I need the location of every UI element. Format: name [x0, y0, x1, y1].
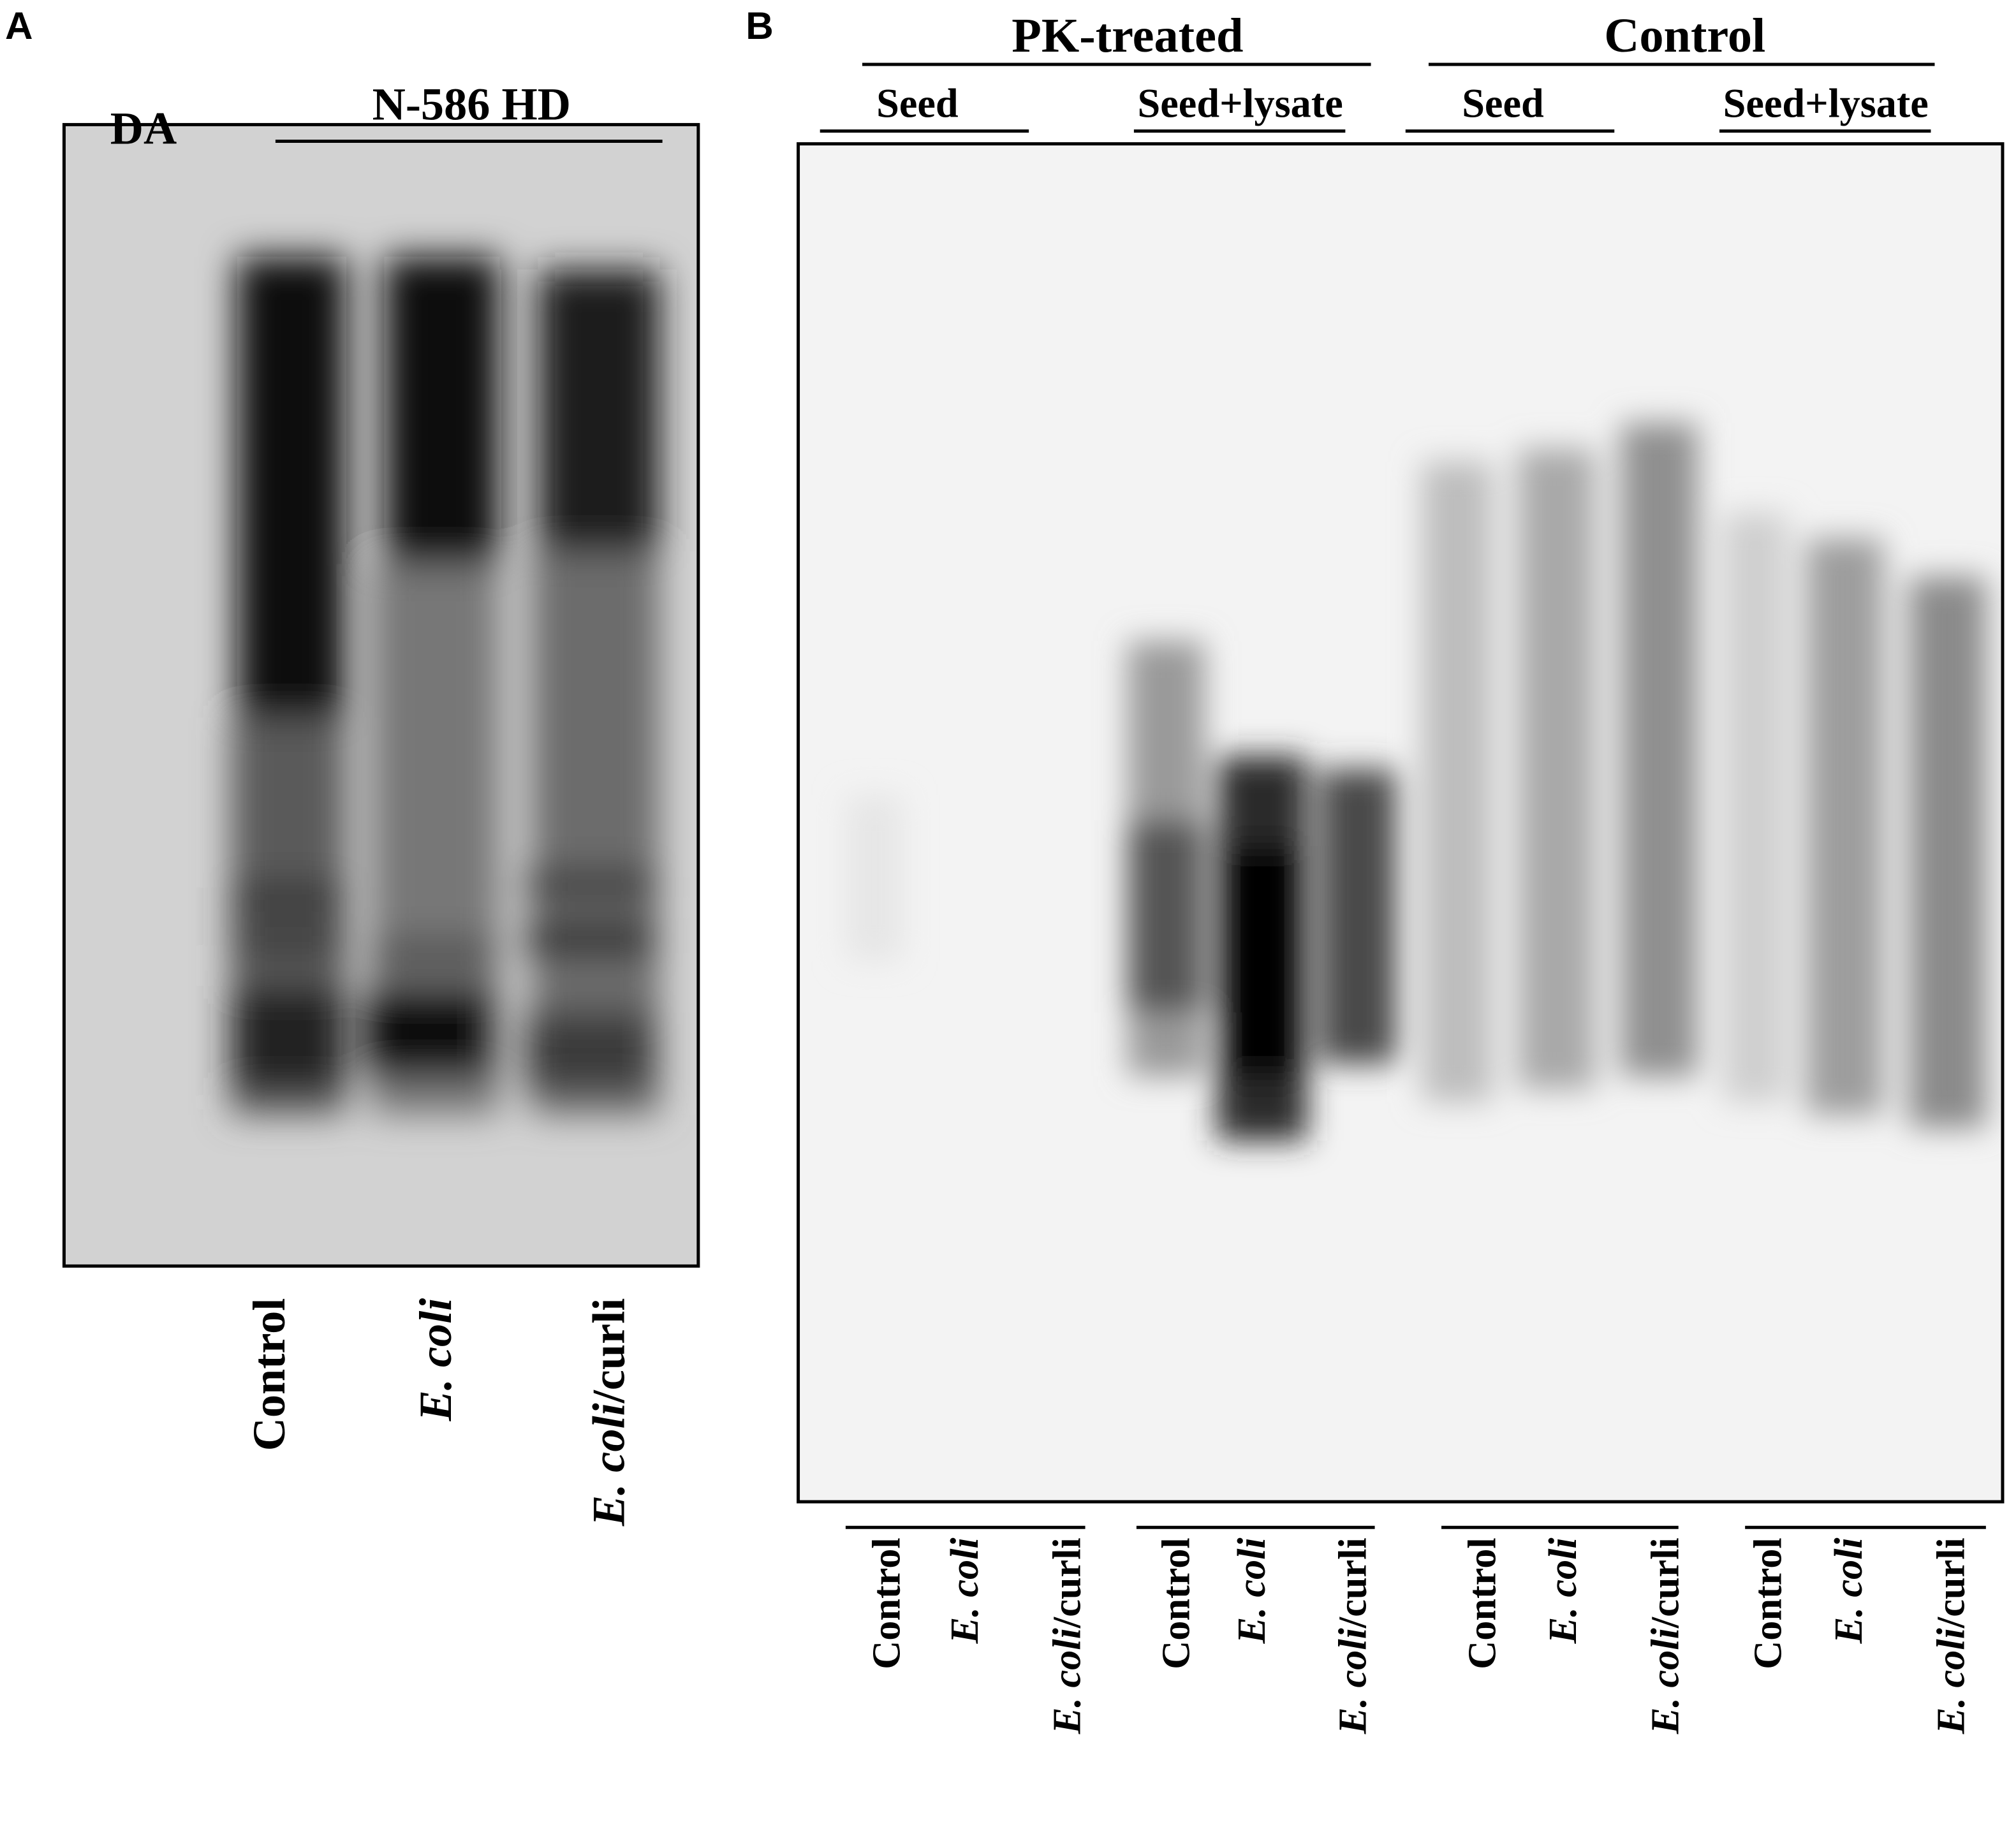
- label-segment: E. coli: [583, 1403, 634, 1527]
- group-title: Control: [1604, 8, 1765, 62]
- label-segment: Control: [1154, 1537, 1198, 1669]
- lane-label: E. coli: [1542, 1537, 1585, 1645]
- label-segment: E. coli: [410, 1298, 461, 1422]
- blot-b: [797, 142, 2005, 1504]
- label-segment: E. coli: [1930, 1627, 1973, 1734]
- label-segment: /curli: [1332, 1537, 1375, 1629]
- label-segment: E. coli: [1542, 1537, 1585, 1645]
- panel-letter: B: [746, 4, 774, 47]
- subgroup-title: Seed: [876, 80, 959, 126]
- subgroup-title: Seed+lysate: [1723, 80, 1929, 126]
- lane-label: Control: [1154, 1537, 1198, 1669]
- subgroup-title: Seed+lysate: [1138, 80, 1343, 126]
- label-segment: Control: [244, 1298, 295, 1451]
- lane-label: E. coli: [410, 1298, 461, 1422]
- lane-label: E. coli/curli: [1930, 1537, 1973, 1734]
- lane-label: E. coli/curli: [1644, 1537, 1688, 1734]
- group-label: N-586 HD: [372, 78, 571, 129]
- panel-letter: A: [5, 4, 33, 47]
- label-segment: /curli: [583, 1298, 634, 1404]
- label-segment: Control: [865, 1537, 908, 1669]
- group-title: PK-treated: [1012, 8, 1243, 62]
- label-segment: E. coli: [943, 1537, 987, 1645]
- label-segment: E. coli: [1230, 1537, 1274, 1645]
- lane-label: E. coli/curli: [1332, 1537, 1375, 1734]
- label-segment: Control: [1746, 1537, 1790, 1669]
- label-segment: /curli: [1930, 1537, 1973, 1629]
- label-segment: Control: [1461, 1537, 1504, 1669]
- lane-label: E. coli/curli: [583, 1298, 634, 1527]
- lane-label: Control: [244, 1298, 295, 1451]
- lane-label: E. coli: [943, 1537, 987, 1645]
- lane-label: Control: [1461, 1537, 1504, 1669]
- label-segment: /curli: [1644, 1537, 1688, 1629]
- lane-label: E. coli: [1827, 1537, 1871, 1645]
- blot-a-smears: [230, 256, 660, 1115]
- lane-label: Control: [1746, 1537, 1790, 1669]
- label-segment: E. coli: [1332, 1627, 1375, 1734]
- lane-label: E. coli/curli: [1046, 1537, 1089, 1734]
- lane-label: E. coli: [1230, 1537, 1274, 1645]
- subgroup-title: Seed: [1462, 80, 1544, 126]
- label-segment: E. coli: [1644, 1627, 1688, 1734]
- label-segment: E. coli: [1827, 1537, 1871, 1645]
- lane-label: Control: [865, 1537, 908, 1669]
- marker-label: DA: [110, 103, 177, 154]
- blot-b-smears: [845, 423, 1986, 1141]
- label-segment: E. coli: [1046, 1627, 1089, 1734]
- label-segment: /curli: [1046, 1537, 1089, 1629]
